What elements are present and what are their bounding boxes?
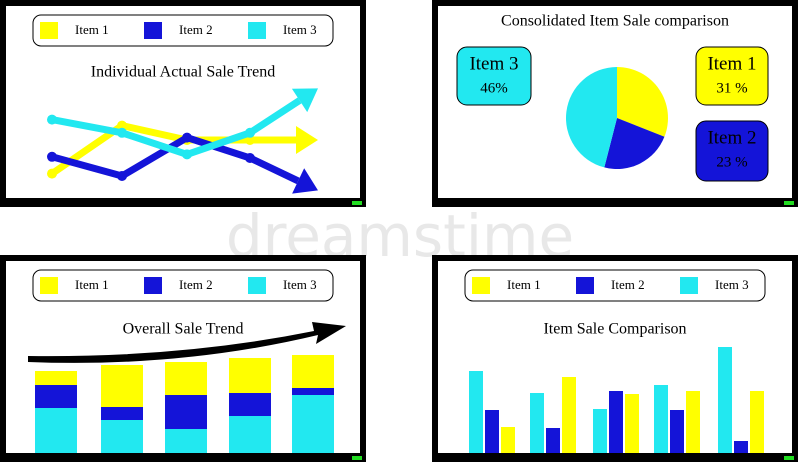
callout-value: 46% bbox=[480, 80, 508, 96]
power-led bbox=[784, 201, 794, 205]
callout-box bbox=[695, 120, 769, 182]
bar bbox=[469, 371, 483, 453]
legend-marker bbox=[472, 277, 490, 294]
point bbox=[245, 153, 255, 163]
legend-marker bbox=[144, 277, 162, 294]
legend-label: Item 3 bbox=[715, 277, 749, 292]
legend-marker bbox=[680, 277, 698, 294]
chart-title: Item Sale Comparison bbox=[543, 321, 686, 338]
callout-box bbox=[456, 46, 532, 106]
legend-label: Item 3 bbox=[283, 277, 317, 292]
bar-segment bbox=[165, 362, 207, 395]
bar-segment bbox=[35, 385, 77, 408]
bar-segment bbox=[35, 408, 77, 453]
bar bbox=[625, 394, 639, 453]
point bbox=[117, 127, 127, 138]
legend-label: Item 2 bbox=[179, 277, 213, 292]
bar-segment bbox=[292, 388, 334, 395]
legend-marker bbox=[144, 22, 162, 39]
point bbox=[182, 132, 192, 143]
bar-segment bbox=[101, 365, 143, 407]
legend-label: Item 1 bbox=[75, 277, 109, 292]
bar bbox=[654, 385, 668, 453]
bar-segment bbox=[229, 358, 271, 393]
pie-slice bbox=[566, 67, 617, 168]
legend-label: Item 1 bbox=[507, 277, 541, 292]
bar bbox=[485, 410, 499, 453]
legend-marker bbox=[40, 277, 58, 294]
point bbox=[47, 114, 57, 125]
power-led bbox=[352, 201, 362, 205]
bar-segment bbox=[101, 407, 143, 420]
legend-label: Item 2 bbox=[179, 22, 213, 37]
bar bbox=[609, 391, 623, 453]
bar-segment bbox=[229, 416, 271, 453]
chart-title: Overall Sale Trend bbox=[123, 321, 244, 338]
bar-segment bbox=[165, 395, 207, 429]
legend-label: Item 1 bbox=[75, 22, 109, 37]
legend-marker bbox=[40, 22, 58, 39]
power-led bbox=[784, 456, 794, 460]
bar bbox=[501, 427, 515, 453]
bar bbox=[546, 428, 560, 453]
point bbox=[47, 151, 57, 162]
pie-slice bbox=[604, 118, 665, 169]
chart-title: Consolidated Item Sale comparison bbox=[501, 13, 729, 30]
point bbox=[245, 127, 255, 138]
bar-segment bbox=[292, 355, 334, 388]
bar-segment bbox=[35, 371, 77, 385]
chart-title: Individual Actual Sale Trend bbox=[91, 64, 275, 81]
bar-segment bbox=[165, 429, 207, 453]
point bbox=[47, 168, 57, 179]
legend-label: Item 3 bbox=[283, 22, 317, 37]
callout-name: Item 1 bbox=[707, 53, 756, 74]
arrow-head bbox=[296, 126, 318, 154]
point bbox=[245, 135, 255, 145]
bar bbox=[670, 410, 684, 453]
callout-value: 31 % bbox=[716, 80, 747, 96]
callout-name: Item 3 bbox=[469, 53, 518, 74]
point bbox=[117, 171, 127, 181]
arrow-head bbox=[292, 168, 318, 194]
point bbox=[182, 149, 192, 160]
bar bbox=[562, 377, 576, 453]
callout-name: Item 2 bbox=[707, 127, 756, 148]
point bbox=[117, 120, 127, 131]
bar bbox=[530, 393, 544, 453]
bar-segment bbox=[229, 393, 271, 416]
bar bbox=[734, 441, 748, 453]
legend-marker bbox=[248, 277, 266, 294]
callout-value: 23 % bbox=[716, 154, 747, 170]
legend-marker bbox=[248, 22, 266, 39]
bar bbox=[718, 347, 732, 453]
legend-marker bbox=[576, 277, 594, 294]
trend-arrow bbox=[28, 322, 346, 363]
bar bbox=[686, 391, 700, 453]
callout-box bbox=[695, 46, 769, 106]
bar-segment bbox=[101, 420, 143, 453]
legend-label: Item 2 bbox=[611, 277, 645, 292]
bar-segment bbox=[292, 395, 334, 453]
bar bbox=[593, 409, 607, 453]
bar bbox=[750, 391, 764, 453]
arrow-head bbox=[291, 88, 318, 113]
pie-slice bbox=[617, 67, 668, 137]
power-led bbox=[352, 456, 362, 460]
